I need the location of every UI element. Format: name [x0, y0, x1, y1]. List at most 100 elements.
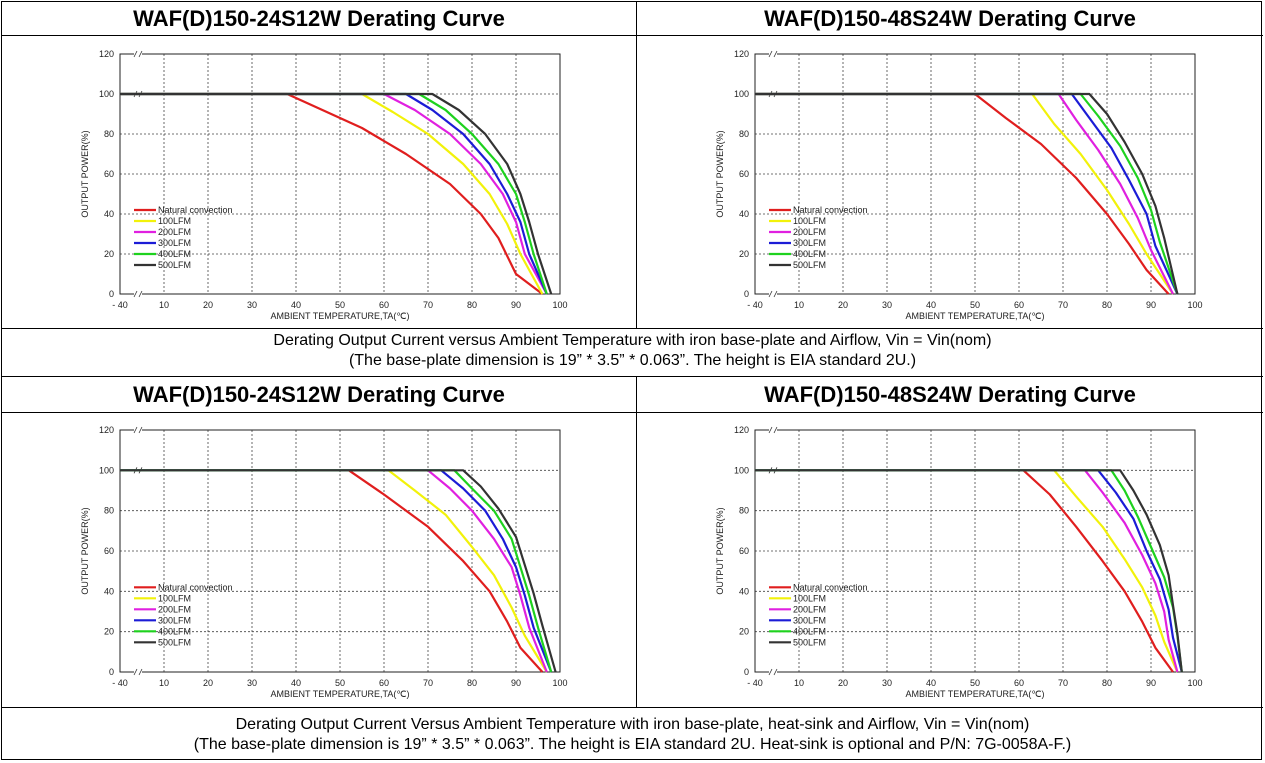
y-tick-label: 20: [104, 249, 114, 259]
axis-break-mask: [769, 291, 777, 297]
series-line: [755, 92, 1179, 295]
series-line: [755, 92, 1179, 295]
x-tick-label: 60: [1014, 300, 1024, 310]
axis-break-mark: [133, 668, 143, 676]
x-tick-label: 90: [1146, 678, 1156, 688]
plot-frame: [754, 53, 1196, 295]
y-tick-label: 40: [739, 586, 749, 596]
caption-line: (The base-plate dimension is 19” * 3.5” …: [193, 736, 1072, 753]
legend-label: 200LFM: [158, 227, 191, 237]
caption-line: Derating Output Current versus Ambient T…: [273, 332, 992, 349]
legend-label: Natural convection: [158, 582, 233, 592]
axis-break-mask: [769, 427, 777, 433]
y-axis-label: OUTPUT POWER(%): [80, 130, 90, 217]
x-tick-label: 10: [159, 678, 169, 688]
series-line: [120, 92, 544, 295]
y-tick-label: 20: [739, 249, 749, 259]
derating-chart: - 40 10 20 30 40 50 60 70 80 90 100 0 20 40 60 80 100 120…: [80, 425, 568, 699]
x-tick-label: 20: [203, 678, 213, 688]
legend-label: 500LFM: [793, 260, 826, 270]
x-tick-label: 100: [1187, 678, 1202, 688]
y-tick-label: 0: [744, 667, 749, 677]
caption-line: Derating Output Current Versus Ambient T…: [235, 716, 1030, 733]
x-tick-label: - 40: [747, 678, 763, 688]
series-line: [120, 92, 548, 295]
legend-label: 100LFM: [793, 593, 826, 603]
y-tick-label: 100: [734, 89, 749, 99]
x-axis-label: AMBIENT TEMPERATURE,TA(℃): [906, 689, 1045, 699]
chart-title: WAF(D)150-48S24W Derating Curve: [764, 382, 1136, 407]
x-tick-label: - 40: [112, 300, 128, 310]
x-tick-label: 10: [794, 300, 804, 310]
divider: [2, 328, 1263, 329]
x-tick-label: 60: [1014, 678, 1024, 688]
caption-block: Derating Output Current versus Ambient T…: [2, 331, 1263, 371]
legend-label: 100LFM: [158, 593, 191, 603]
x-tick-label: 70: [1058, 678, 1068, 688]
y-tick-label: 120: [99, 49, 114, 59]
x-axis-label: AMBIENT TEMPERATURE,TA(℃): [271, 311, 410, 321]
axis-break-mask: [134, 291, 142, 297]
legend-label: 200LFM: [793, 604, 826, 614]
y-tick-label: 60: [739, 169, 749, 179]
axis-break-mark: [768, 50, 778, 58]
x-tick-label: 20: [838, 300, 848, 310]
legend-label: Natural convection: [793, 205, 868, 215]
plot-frame: [754, 429, 1196, 673]
x-tick-label: 80: [1102, 300, 1112, 310]
caption-block: Derating Output Current Versus Ambient T…: [2, 715, 1263, 755]
series-line: [755, 469, 1174, 673]
x-tick-label: 10: [794, 678, 804, 688]
y-tick-label: 80: [104, 129, 114, 139]
legend-label: 100LFM: [158, 216, 191, 226]
y-tick-label: 20: [104, 627, 114, 637]
series-line: [120, 92, 553, 295]
y-tick-label: 100: [734, 465, 749, 475]
y-tick-label: 80: [104, 506, 114, 516]
caption-line: (The base-plate dimension is 19” * 3.5” …: [348, 352, 917, 369]
derating-chart: - 40 10 20 30 40 50 60 70 80 90 100 0 20 40 60 80 100 120…: [80, 49, 568, 321]
x-tick-label: 50: [970, 678, 980, 688]
axis-break-mark: [768, 290, 778, 298]
y-tick-label: 60: [739, 546, 749, 556]
series-line: [120, 469, 553, 673]
x-axis-label: AMBIENT TEMPERATURE,TA(℃): [906, 311, 1045, 321]
y-axis-label: OUTPUT POWER(%): [715, 130, 725, 217]
y-tick-label: 40: [104, 586, 114, 596]
x-tick-label: 90: [511, 300, 521, 310]
x-tick-label: 40: [926, 678, 936, 688]
legend-label: 200LFM: [793, 227, 826, 237]
legend-label: 400LFM: [793, 249, 826, 259]
series-line: [755, 469, 1179, 673]
x-tick-label: 20: [838, 678, 848, 688]
legend-label: 200LFM: [158, 604, 191, 614]
x-tick-label: 80: [1102, 678, 1112, 688]
x-tick-label: 50: [335, 300, 345, 310]
legend-label: 300LFM: [158, 615, 191, 625]
axis-break-mark: [133, 426, 143, 434]
x-axis-label: AMBIENT TEMPERATURE,TA(℃): [271, 689, 410, 699]
x-tick-label: 60: [379, 678, 389, 688]
x-tick-label: 30: [247, 678, 257, 688]
chart-title: WAF(D)150-24S12W Derating Curve: [133, 6, 505, 31]
series-line: [120, 469, 557, 673]
series-line: [120, 92, 548, 295]
legend-label: Natural convection: [158, 205, 233, 215]
x-tick-label: 90: [1146, 300, 1156, 310]
x-tick-label: 20: [203, 300, 213, 310]
series-line: [755, 469, 1179, 673]
axis-break-mark: [133, 290, 143, 298]
x-tick-label: 70: [423, 678, 433, 688]
chart-title: WAF(D)150-24S12W Derating Curve: [133, 382, 505, 407]
y-tick-label: 100: [99, 465, 114, 475]
y-tick-label: 100: [99, 89, 114, 99]
divider: [2, 707, 1263, 708]
x-tick-label: 10: [159, 300, 169, 310]
legend-label: 400LFM: [158, 249, 191, 259]
series-line: [755, 92, 1170, 295]
legend-label: 100LFM: [793, 216, 826, 226]
axis-break-mark: [133, 50, 143, 58]
axis-break-mark: [768, 668, 778, 676]
x-tick-label: 30: [882, 300, 892, 310]
